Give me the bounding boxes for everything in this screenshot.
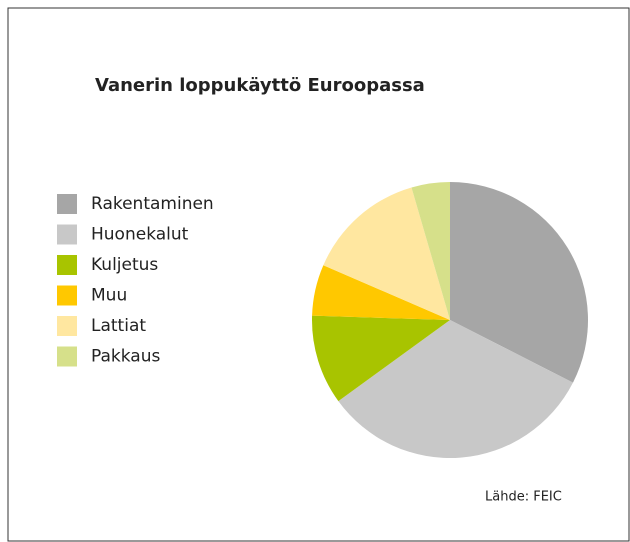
legend-label: Lattiat — [91, 316, 146, 336]
source-note: Lähde: FEIC — [485, 490, 562, 505]
pie-slice — [411, 182, 450, 320]
legend-swatch — [57, 316, 77, 336]
chart-title: Vanerin loppukäyttö Euroopassa — [95, 75, 425, 96]
legend-label: Rakentaminen — [91, 194, 214, 214]
legend-label: Muu — [91, 286, 127, 306]
legend-label: Huonekalut — [91, 225, 189, 245]
legend-swatch — [57, 194, 77, 214]
pie-slice — [338, 320, 573, 459]
legend-label: Kuljetus — [91, 255, 158, 275]
legend-label: Pakkaus — [91, 347, 160, 367]
pie-slice — [312, 315, 450, 402]
legend-swatch — [57, 224, 77, 245]
pie-slice — [312, 265, 450, 320]
pie-slice — [450, 182, 588, 383]
legend-swatch — [57, 346, 77, 367]
pie-slice — [323, 187, 450, 320]
legend-swatch — [57, 255, 77, 275]
legend-swatch — [57, 285, 77, 306]
